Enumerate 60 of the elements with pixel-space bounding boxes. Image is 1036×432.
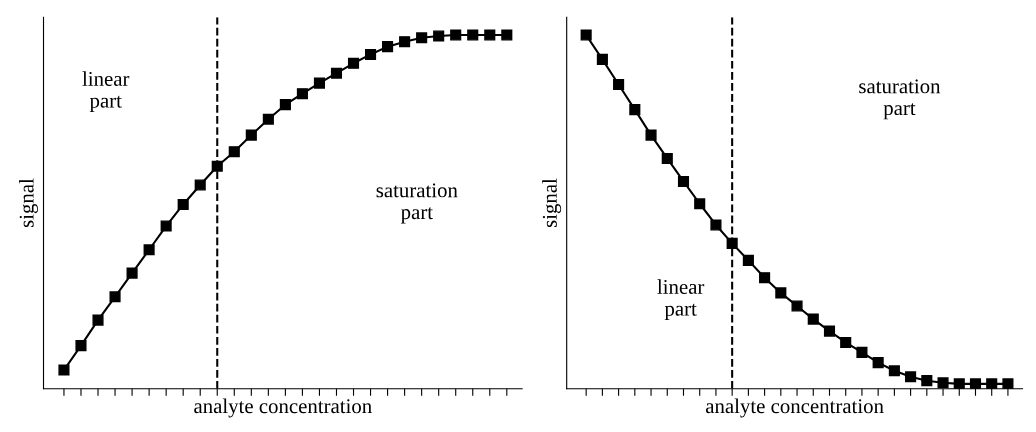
point — [694, 198, 706, 210]
point — [937, 377, 949, 389]
point — [433, 30, 445, 42]
point — [661, 152, 673, 165]
point — [596, 53, 608, 65]
point — [143, 244, 155, 256]
point — [279, 99, 291, 111]
point — [296, 88, 308, 100]
point — [629, 104, 641, 116]
point — [450, 29, 462, 41]
annotation: linear part — [657, 279, 705, 320]
point — [347, 57, 360, 69]
point — [856, 346, 868, 358]
point — [759, 272, 771, 284]
point — [791, 300, 803, 312]
y-axis-title: signal — [19, 178, 38, 228]
point — [986, 378, 998, 389]
point — [807, 313, 819, 325]
point — [109, 291, 121, 303]
point — [823, 325, 836, 337]
point — [228, 146, 240, 158]
point — [160, 220, 172, 232]
x-axis-title: analyte concentration — [194, 398, 372, 418]
point — [1002, 378, 1014, 389]
point — [399, 36, 411, 48]
point — [262, 113, 274, 125]
point — [330, 67, 343, 79]
x-axis-title: analyte concentration — [705, 398, 884, 418]
y-axis-title: signal — [542, 178, 562, 228]
point — [775, 287, 787, 299]
point — [382, 41, 394, 53]
point — [677, 175, 690, 188]
point — [58, 364, 70, 376]
point — [742, 254, 754, 266]
point — [580, 29, 592, 41]
point — [484, 29, 496, 41]
point — [177, 198, 189, 211]
point — [953, 378, 965, 389]
point — [501, 29, 513, 41]
point — [921, 375, 933, 387]
point — [888, 365, 900, 377]
annotation: saturation part — [859, 79, 941, 120]
point — [75, 340, 87, 352]
point — [872, 357, 884, 369]
point — [416, 32, 428, 44]
annotation: linear part — [82, 71, 130, 112]
point — [245, 129, 257, 141]
point — [194, 179, 206, 191]
point — [364, 48, 377, 60]
point — [840, 336, 852, 349]
point — [313, 77, 326, 89]
annotation: saturation part — [376, 183, 458, 224]
point — [969, 378, 982, 389]
point — [613, 78, 625, 91]
point — [126, 267, 138, 279]
point — [467, 29, 479, 41]
point — [905, 371, 917, 383]
point — [92, 314, 104, 326]
point — [710, 219, 722, 231]
point — [645, 129, 657, 141]
